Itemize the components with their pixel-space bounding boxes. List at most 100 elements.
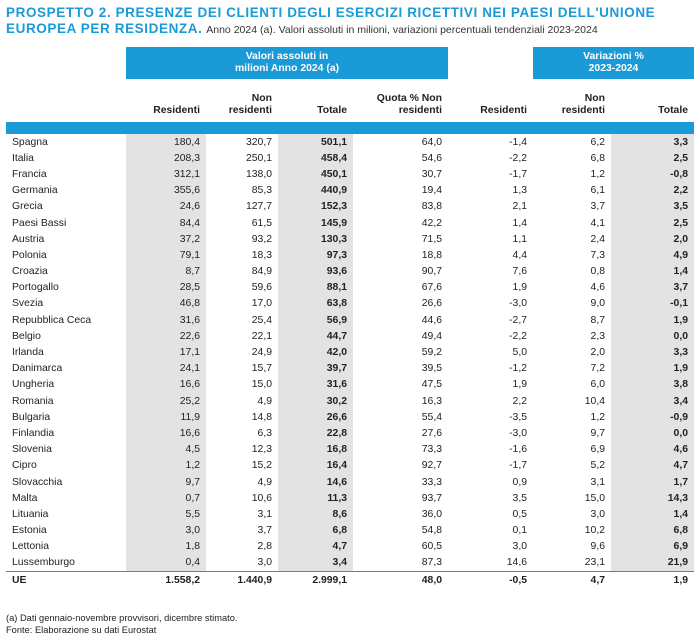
cell-nonres: 25,4 (251, 314, 272, 326)
cell-vnonres: 2,0 (590, 347, 605, 359)
table-title: PROSPETTO 2. PRESENZE DEI CLIENTI DEGLI … (6, 5, 696, 38)
cell-vres: -3,0 (509, 298, 527, 310)
cell-quota: 87,3 (421, 557, 442, 569)
cell-vnonres: 0,8 (590, 266, 605, 278)
cell-vres: 7,6 (512, 266, 527, 278)
table-row: Belgio 22,6 22,1 44,7 49,4 -2,2 2,3 0,0 (6, 328, 694, 345)
cell-nonres: 85,3 (251, 185, 272, 197)
cell-nonres: 84,9 (251, 266, 272, 278)
cell-vnonres: 3,0 (590, 508, 605, 520)
data-table: PAESE DI DESTINAZIONE Valori assoluti in… (6, 47, 694, 589)
cell-vtot: 2,2 (611, 182, 694, 199)
cell-nonres: 12,3 (251, 444, 272, 456)
cell-vtot: 0,0 (611, 328, 694, 345)
cell-tot: 26,6 (278, 409, 353, 426)
cell-vtot: 4,6 (611, 441, 694, 458)
cell-vres: 3,0 (512, 541, 527, 553)
cell-vtot: 3,7 (611, 279, 694, 296)
cell-vtot: -0,8 (611, 166, 694, 183)
col-header-var-non-residenti: Non residenti (561, 93, 605, 116)
cell-nonres: 3,0 (257, 557, 272, 569)
cell-vres: 2,1 (512, 201, 527, 213)
cell-res: 0,4 (126, 554, 206, 572)
cell-res: 355,6 (126, 182, 206, 199)
cell-vnonres: 6,9 (590, 444, 605, 456)
cell-quota: 93,7 (421, 492, 442, 504)
cell-nonres: 3,7 (257, 525, 272, 537)
cell-nonres: 2,8 (257, 541, 272, 553)
cell-vres: -2,2 (509, 152, 527, 164)
cell-paese: Polonia (12, 249, 47, 261)
cell-paese: Spagna (12, 136, 48, 148)
col-header-non-residenti: Non residenti (228, 93, 272, 116)
cell-vnonres: 1,2 (590, 168, 605, 180)
table-row: Francia 312,1 138,0 450,1 30,7 -1,7 1,2 -0,8 (6, 166, 694, 183)
cell-paese: Slovacchia (12, 476, 63, 488)
cell-res: 8,7 (126, 263, 206, 280)
cell-paese: Croazia (12, 266, 48, 278)
cell-quota: 36,0 (421, 508, 442, 520)
cell-quota: 47,5 (421, 379, 442, 391)
cell-nonres: 59,6 (251, 282, 272, 294)
cell-nonres: 320,7 (245, 136, 272, 148)
cell-paese: Irlanda (12, 347, 44, 359)
header-group-absolute: Valori assoluti in milioni Anno 2024 (a) (126, 47, 448, 79)
cell-paese: Lussemburgo (12, 557, 75, 569)
cell-res: 16,6 (126, 376, 206, 393)
cell-res: 11,9 (126, 409, 206, 426)
cell-vres: 1,9 (512, 379, 527, 391)
total-nonres: 1.440,9 (206, 571, 278, 589)
cell-vres: -1,4 (509, 136, 527, 148)
cell-nonres: 138,0 (245, 168, 272, 180)
cell-tot: 8,6 (278, 506, 353, 523)
cell-nonres: 3,1 (257, 508, 272, 520)
table-body: Spagna 180,4 320,7 501,1 64,0 -1,4 6,2 3,3 Itali… (6, 134, 694, 589)
cell-nonres: 24,9 (251, 347, 272, 359)
cell-vnonres: 23,1 (584, 557, 605, 569)
cell-tot: 93,6 (278, 263, 353, 280)
table-row: Germania 355,6 85,3 440,9 19,4 1,3 6,1 2,2 (6, 182, 694, 199)
cell-vres: 3,5 (512, 492, 527, 504)
cell-res: 1,2 (126, 457, 206, 474)
cell-vres: 1,1 (512, 233, 527, 245)
cell-tot: 44,7 (278, 328, 353, 345)
cell-res: 0,7 (126, 490, 206, 507)
cell-nonres: 61,5 (251, 217, 272, 229)
cell-tot: 501,1 (278, 134, 353, 151)
cell-res: 180,4 (126, 134, 206, 151)
cell-vnonres: 8,7 (590, 314, 605, 326)
cell-res: 3,0 (126, 522, 206, 539)
cell-tot: 56,9 (278, 312, 353, 329)
table-row: Lituania 5,5 3,1 8,6 36,0 0,5 3,0 1,4 (6, 506, 694, 523)
cell-tot: 16,4 (278, 457, 353, 474)
cell-vnonres: 9,6 (590, 541, 605, 553)
table-row: Bulgaria 11,9 14,8 26,6 55,4 -3,5 1,2 -0,9 (6, 409, 694, 426)
cell-vnonres: 9,7 (590, 427, 605, 439)
cell-vnonres: 7,2 (590, 363, 605, 375)
cell-quota: 33,3 (421, 476, 442, 488)
cell-vnonres: 4,1 (590, 217, 605, 229)
cell-nonres: 127,7 (245, 201, 272, 213)
cell-paese: Finlandia (12, 427, 55, 439)
cell-quota: 92,7 (421, 460, 442, 472)
cell-vtot: 3,3 (611, 344, 694, 361)
cell-res: 79,1 (126, 247, 206, 264)
cell-paese: Danimarca (12, 363, 63, 375)
cell-paese: Ungheria (12, 379, 55, 391)
cell-tot: 6,8 (278, 522, 353, 539)
cell-vtot: 14,3 (611, 490, 694, 507)
cell-quota: 73,3 (421, 444, 442, 456)
cell-quota: 59,2 (421, 347, 442, 359)
table-row: Polonia 79,1 18,3 97,3 18,8 4,4 7,3 4,9 (6, 247, 694, 264)
total-tot: 2.999,1 (278, 571, 353, 589)
cell-vres: -1,2 (509, 363, 527, 375)
cell-vtot: 4,7 (611, 457, 694, 474)
cell-tot: 4,7 (278, 538, 353, 555)
cell-tot: 11,3 (278, 490, 353, 507)
cell-quota: 67,6 (421, 282, 442, 294)
cell-paese: Paesi Bassi (12, 217, 67, 229)
cell-vtot: 1,9 (611, 312, 694, 329)
table-row: Italia 208,3 250,1 458,4 54,6 -2,2 6,8 2,5 (6, 150, 694, 167)
cell-vtot: -0,1 (611, 295, 694, 313)
table-row: Repubblica Ceca 31,6 25,4 56,9 44,6 -2,7 8,7 1,… (6, 312, 694, 329)
